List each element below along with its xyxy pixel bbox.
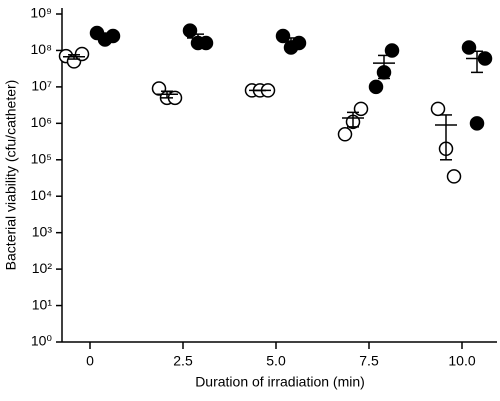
data-point bbox=[430, 101, 446, 117]
y-tick-label: 10⁶ bbox=[31, 114, 52, 130]
y-tick-label: 10¹ bbox=[32, 296, 53, 312]
y-tick-label: 10⁵ bbox=[31, 150, 52, 166]
x-tick-label: 5.0 bbox=[266, 353, 286, 369]
data-point bbox=[291, 35, 307, 51]
data-point bbox=[469, 116, 485, 131]
y-tick-label: 10⁴ bbox=[30, 187, 52, 203]
data-point bbox=[353, 101, 369, 117]
x-tick-label: 7.5 bbox=[359, 353, 379, 369]
y-tick-label: 10⁷ bbox=[31, 78, 52, 94]
data-point bbox=[461, 40, 477, 55]
data-point bbox=[337, 127, 353, 142]
y-tick-label: 10² bbox=[32, 260, 53, 276]
y-tick-label: 10⁰ bbox=[31, 333, 53, 349]
x-axis-title: Duration of irradiation (min) bbox=[195, 374, 365, 390]
data-point bbox=[384, 43, 400, 58]
data-point bbox=[275, 28, 291, 44]
x-tick-label: 0 bbox=[86, 353, 94, 369]
data-point bbox=[182, 23, 198, 38]
y-tick-label: 10⁹ bbox=[30, 5, 52, 21]
x-tick-label: 2.5 bbox=[173, 353, 193, 369]
x-tick-label: 10.0 bbox=[448, 353, 475, 369]
y-axis-title: Bacterial viability (cfu/catheter) bbox=[3, 80, 19, 271]
data-point bbox=[368, 79, 384, 95]
y-tick-label: 10⁸ bbox=[31, 41, 53, 57]
y-tick-label: 10³ bbox=[32, 223, 53, 239]
data-point bbox=[446, 169, 462, 184]
